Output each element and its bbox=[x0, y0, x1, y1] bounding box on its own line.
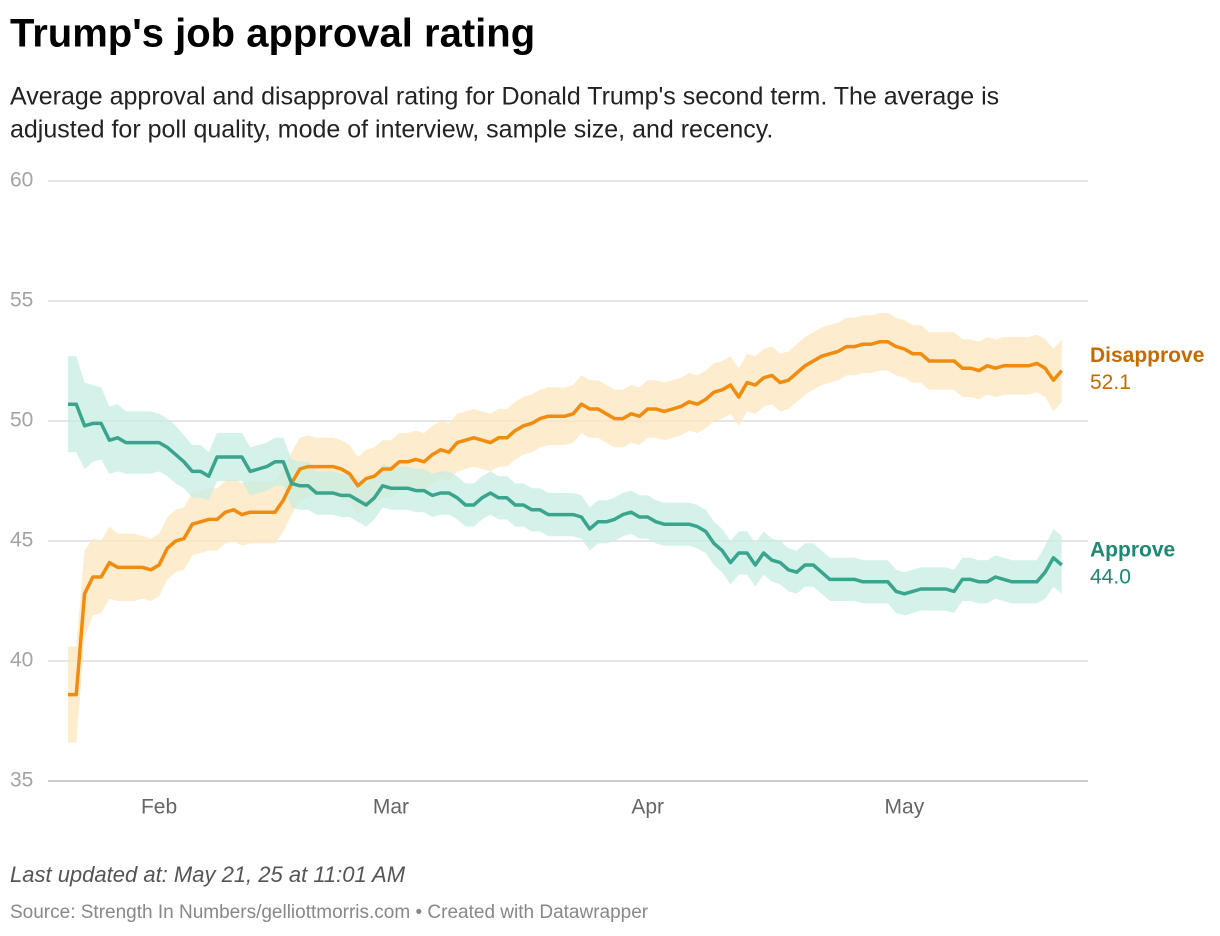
y-tick-label: 60 bbox=[10, 169, 33, 192]
x-tick-label: Apr bbox=[631, 796, 664, 819]
y-tick-label: 45 bbox=[10, 529, 33, 552]
series-line bbox=[68, 402, 1063, 596]
series-value-label: 52.1 bbox=[1090, 371, 1131, 394]
series-label: Approve bbox=[1090, 539, 1175, 562]
chart-subtitle: Average approval and disapproval rating … bbox=[10, 83, 999, 111]
chart-title: Trump's job approval rating bbox=[10, 12, 535, 56]
chart-subtitle: adjusted for poll quality, mode of inter… bbox=[10, 116, 773, 144]
source: Source: Strength In Numbers/gelliottmorr… bbox=[10, 902, 649, 923]
series-line bbox=[68, 340, 1064, 697]
y-tick-label: 55 bbox=[10, 289, 33, 312]
confidence-band bbox=[68, 356, 1062, 616]
x-tick-label: Feb bbox=[141, 796, 177, 819]
y-tick-label: 35 bbox=[10, 769, 33, 792]
y-tick-label: 40 bbox=[10, 649, 33, 672]
series-label: Disapprove bbox=[1090, 344, 1204, 367]
confidence-band bbox=[68, 313, 1062, 743]
x-tick-label: Mar bbox=[373, 796, 409, 819]
series-value-label: 44.0 bbox=[1090, 566, 1131, 589]
update-note: Last updated at: May 21, 25 at 11:01 AM bbox=[10, 862, 406, 887]
y-tick-label: 50 bbox=[10, 409, 33, 432]
x-tick-label: May bbox=[885, 796, 925, 819]
